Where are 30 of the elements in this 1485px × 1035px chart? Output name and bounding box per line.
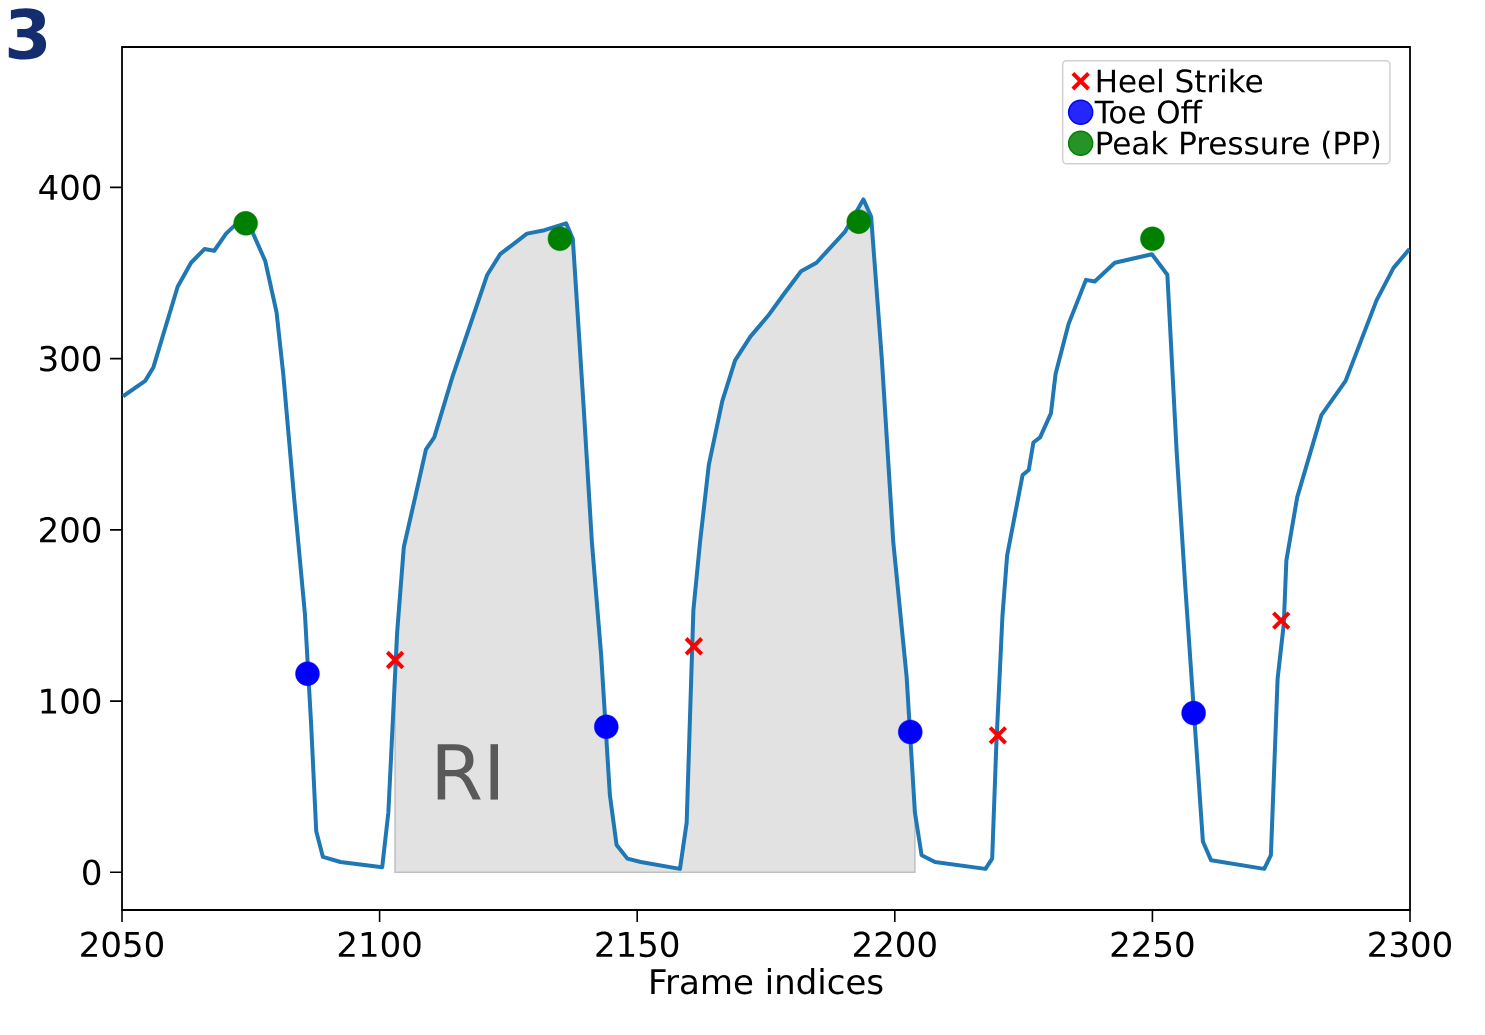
- x-tick-label: 2200: [854, 931, 936, 958]
- point: [233, 211, 258, 236]
- x-tick-label: 2050: [81, 931, 163, 958]
- series-label: RI: [437, 744, 499, 800]
- point: [684, 636, 704, 657]
- point: [898, 719, 923, 745]
- point: [547, 226, 573, 251]
- x-tick-label: 2150: [596, 931, 679, 958]
- point: [988, 725, 1008, 746]
- legend-label: Toe Off: [1094, 99, 1203, 124]
- x-tick-label: 2250: [1111, 931, 1194, 958]
- line-series: [122, 197, 1411, 871]
- text: 3: [8, 8, 47, 60]
- point: [295, 661, 320, 686]
- legend-label: Heel Strike: [1097, 68, 1263, 93]
- legend-label: Peak Pressure (PP): [1097, 130, 1380, 159]
- y-tick-label: 400: [39, 174, 101, 201]
- point: [1140, 226, 1165, 251]
- point: [846, 209, 871, 234]
- y-tick-label: 200: [40, 517, 101, 543]
- y-tick-label: 0: [83, 859, 101, 886]
- x-tick-label: 2100: [338, 931, 421, 958]
- point: [1271, 610, 1291, 631]
- x-axis-title: Frame indices: [651, 968, 883, 995]
- point: [1181, 700, 1206, 726]
- x-tick-label: 2300: [1369, 931, 1451, 958]
- y-tick-label: 100: [41, 688, 101, 714]
- point: [594, 714, 619, 739]
- y-tick-label: 300: [40, 345, 101, 372]
- point: [385, 650, 405, 670]
